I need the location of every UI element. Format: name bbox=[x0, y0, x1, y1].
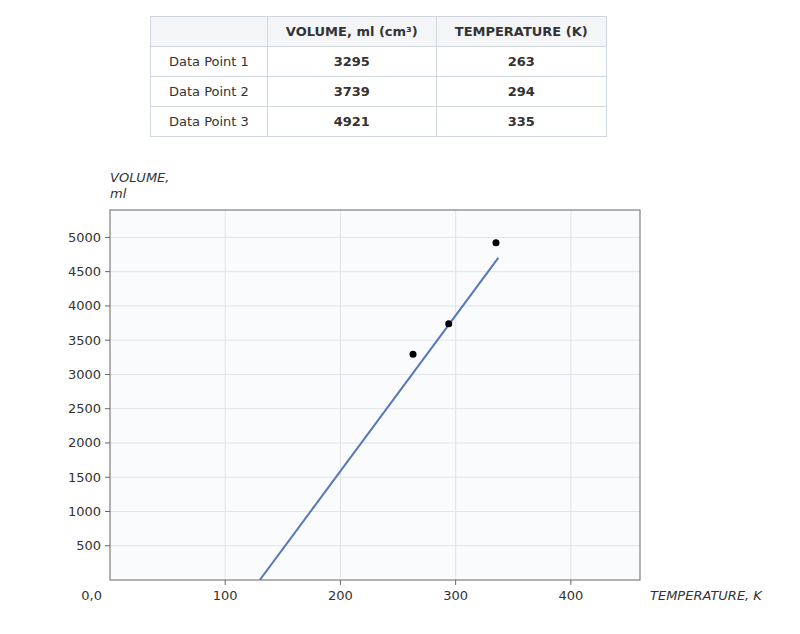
tick-label-x: 300 bbox=[443, 588, 468, 603]
table-value: 263 bbox=[436, 47, 606, 77]
data-point bbox=[410, 351, 417, 358]
corner-cell bbox=[151, 17, 268, 47]
grid-line-x bbox=[570, 210, 571, 580]
grid-line-y bbox=[110, 237, 640, 238]
plot-frame bbox=[110, 210, 640, 580]
tick-x bbox=[225, 580, 226, 585]
tick-y bbox=[105, 237, 110, 238]
data-point bbox=[445, 320, 452, 327]
data-point bbox=[492, 239, 499, 246]
row-label: Data Point 3 bbox=[151, 107, 268, 137]
tick-x bbox=[340, 580, 341, 585]
tick-label-x: 100 bbox=[213, 588, 238, 603]
tick-y bbox=[105, 340, 110, 341]
marks bbox=[260, 239, 500, 580]
tick-label-y: 3000 bbox=[68, 367, 101, 382]
tick-label-y: 2000 bbox=[68, 435, 101, 450]
table-head: VOLUME, ml (cm³)TEMPERATURE (K) bbox=[151, 17, 607, 47]
tick-y bbox=[105, 305, 110, 306]
grid-line-x bbox=[225, 210, 226, 580]
tick-y bbox=[105, 374, 110, 375]
tick-x bbox=[570, 580, 571, 585]
y-axis-label-line: VOLUME, bbox=[110, 170, 169, 185]
page: 100 200 300 400 500 1000 1500 2000 2500 3000 3500 4… bbox=[0, 0, 800, 634]
table-body: Data Point 13295263Data Point 23739294Da… bbox=[151, 47, 607, 137]
grid-line-y bbox=[110, 305, 640, 306]
table-row: Data Point 13295263 bbox=[151, 47, 607, 77]
tick-x bbox=[455, 580, 456, 585]
tick-y bbox=[105, 511, 110, 512]
grid-line-y bbox=[110, 271, 640, 272]
header-row: VOLUME, ml (cm³)TEMPERATURE (K) bbox=[151, 17, 607, 47]
tick-label-y: 1000 bbox=[68, 504, 101, 519]
tick-label-y: 3500 bbox=[68, 333, 101, 348]
y-axis-label: VOLUME,ml bbox=[110, 170, 169, 201]
tick-label-y: 500 bbox=[76, 538, 101, 553]
table-row: Data Point 23739294 bbox=[151, 77, 607, 107]
y-axis-label-line: ml bbox=[110, 186, 127, 201]
chart: 100 200 300 400 500 1000 1500 2000 2500 3000 3500 4… bbox=[0, 0, 800, 634]
origin-label: 0,0 bbox=[81, 588, 102, 603]
tick-y bbox=[105, 545, 110, 546]
grid-line-y bbox=[110, 545, 640, 546]
grid-line-x bbox=[340, 210, 341, 580]
tick-y bbox=[105, 271, 110, 272]
table-value: 3739 bbox=[267, 77, 436, 107]
grid-line-y bbox=[110, 374, 640, 375]
grid-line-y bbox=[110, 340, 640, 341]
tick-label-x: 200 bbox=[328, 588, 353, 603]
ticks: 100 200 300 400 500 1000 1500 2000 2500 3000 3500 4… bbox=[68, 230, 583, 603]
x-axis-label: TEMPERATURE, K bbox=[650, 588, 763, 603]
row-label: Data Point 1 bbox=[151, 47, 268, 77]
grid bbox=[110, 210, 640, 580]
tick-y bbox=[105, 477, 110, 478]
plot-background bbox=[110, 210, 640, 580]
tick-label-y: 5000 bbox=[68, 230, 101, 245]
table-row: Data Point 34921335 bbox=[151, 107, 607, 137]
grid-line-y bbox=[110, 477, 640, 478]
tick-label-y: 4500 bbox=[68, 264, 101, 279]
tick-label-y: 4000 bbox=[68, 298, 101, 313]
column-header: TEMPERATURE (K) bbox=[436, 17, 606, 47]
column-header: VOLUME, ml (cm³) bbox=[267, 17, 436, 47]
table-value: 335 bbox=[436, 107, 606, 137]
table-value: 4921 bbox=[267, 107, 436, 137]
table-value: 294 bbox=[436, 77, 606, 107]
tick-label-x: 400 bbox=[558, 588, 583, 603]
tick-label-y: 2500 bbox=[68, 401, 101, 416]
data-table: VOLUME, ml (cm³)TEMPERATURE (K)Data Poin… bbox=[150, 16, 607, 137]
row-label: Data Point 2 bbox=[151, 77, 268, 107]
tick-y bbox=[105, 442, 110, 443]
grid-line-y bbox=[110, 511, 640, 512]
table-value: 3295 bbox=[267, 47, 436, 77]
grid-line-y bbox=[110, 408, 640, 409]
tick-label-y: 1500 bbox=[68, 470, 101, 485]
grid-line-y bbox=[110, 442, 640, 443]
trend-line bbox=[260, 258, 499, 580]
tick-y bbox=[105, 408, 110, 409]
grid-line-x bbox=[455, 210, 456, 580]
